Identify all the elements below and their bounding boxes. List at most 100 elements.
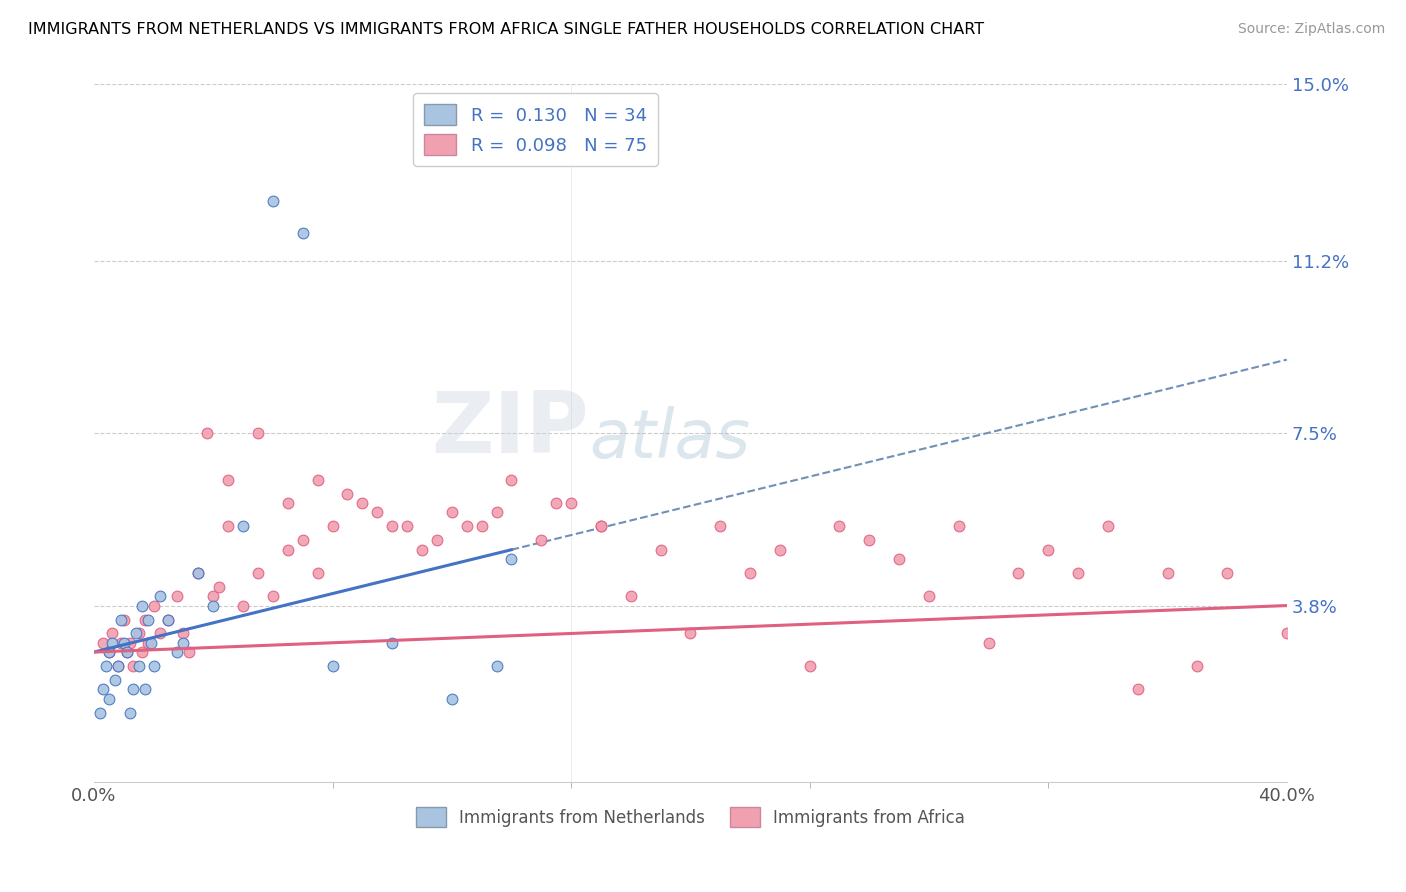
Point <box>125 626 148 640</box>
Text: ZIP: ZIP <box>432 388 589 471</box>
Point <box>112 636 135 650</box>
Text: atlas: atlas <box>589 406 751 472</box>
Point <box>187 566 209 580</box>
Point <box>166 645 188 659</box>
Point <box>948 519 970 533</box>
Point <box>620 589 643 603</box>
Point <box>546 496 568 510</box>
Point <box>89 706 111 720</box>
Point <box>440 691 463 706</box>
Point <box>91 682 114 697</box>
Point <box>172 626 194 640</box>
Point <box>769 542 792 557</box>
Point <box>148 626 170 640</box>
Point <box>131 645 153 659</box>
Point <box>411 542 433 557</box>
Point <box>291 227 314 241</box>
Point <box>101 636 124 650</box>
Point <box>828 519 851 533</box>
Point <box>232 519 254 533</box>
Point <box>208 580 231 594</box>
Point <box>148 589 170 603</box>
Point <box>121 659 143 673</box>
Point <box>560 496 582 510</box>
Point <box>456 519 478 533</box>
Point <box>440 506 463 520</box>
Point <box>277 496 299 510</box>
Point <box>1216 566 1239 580</box>
Point <box>1038 542 1060 557</box>
Point <box>142 599 165 613</box>
Point <box>232 599 254 613</box>
Point <box>501 473 523 487</box>
Point <box>104 673 127 687</box>
Point <box>977 636 1000 650</box>
Point <box>107 659 129 673</box>
Point <box>134 682 156 697</box>
Point <box>157 613 180 627</box>
Point <box>97 645 120 659</box>
Point <box>110 613 132 627</box>
Point <box>128 659 150 673</box>
Point <box>121 682 143 697</box>
Point <box>307 566 329 580</box>
Point <box>799 659 821 673</box>
Point <box>471 519 494 533</box>
Point <box>91 636 114 650</box>
Point <box>115 645 138 659</box>
Point <box>918 589 941 603</box>
Point <box>381 519 404 533</box>
Point <box>112 613 135 627</box>
Point <box>1007 566 1029 580</box>
Point <box>217 519 239 533</box>
Point <box>179 645 201 659</box>
Point <box>202 599 225 613</box>
Text: Source: ZipAtlas.com: Source: ZipAtlas.com <box>1237 22 1385 37</box>
Point <box>136 613 159 627</box>
Text: IMMIGRANTS FROM NETHERLANDS VS IMMIGRANTS FROM AFRICA SINGLE FATHER HOUSEHOLDS C: IMMIGRANTS FROM NETHERLANDS VS IMMIGRANT… <box>28 22 984 37</box>
Point <box>738 566 761 580</box>
Point <box>321 659 343 673</box>
Point <box>589 519 612 533</box>
Point <box>1156 566 1178 580</box>
Point <box>336 487 359 501</box>
Point <box>131 599 153 613</box>
Point <box>172 636 194 650</box>
Point <box>396 519 419 533</box>
Point <box>110 636 132 650</box>
Point <box>321 519 343 533</box>
Point <box>291 533 314 548</box>
Point <box>195 426 218 441</box>
Point <box>485 659 508 673</box>
Point <box>94 659 117 673</box>
Point <box>277 542 299 557</box>
Point <box>1187 659 1209 673</box>
Point <box>1067 566 1090 580</box>
Point <box>307 473 329 487</box>
Point <box>136 636 159 650</box>
Point <box>246 426 269 441</box>
Point <box>128 626 150 640</box>
Point <box>858 533 880 548</box>
Point <box>262 589 284 603</box>
Point <box>134 613 156 627</box>
Point <box>118 636 141 650</box>
Point <box>97 645 120 659</box>
Point <box>187 566 209 580</box>
Point <box>1097 519 1119 533</box>
Point <box>679 626 702 640</box>
Legend: Immigrants from Netherlands, Immigrants from Africa: Immigrants from Netherlands, Immigrants … <box>409 801 972 833</box>
Point <box>485 506 508 520</box>
Point <box>246 566 269 580</box>
Point <box>501 552 523 566</box>
Point <box>366 506 388 520</box>
Point <box>157 613 180 627</box>
Point <box>589 519 612 533</box>
Point <box>352 496 374 510</box>
Point <box>1275 626 1298 640</box>
Point <box>142 659 165 673</box>
Point <box>426 533 449 548</box>
Point <box>97 691 120 706</box>
Point <box>101 626 124 640</box>
Point <box>709 519 731 533</box>
